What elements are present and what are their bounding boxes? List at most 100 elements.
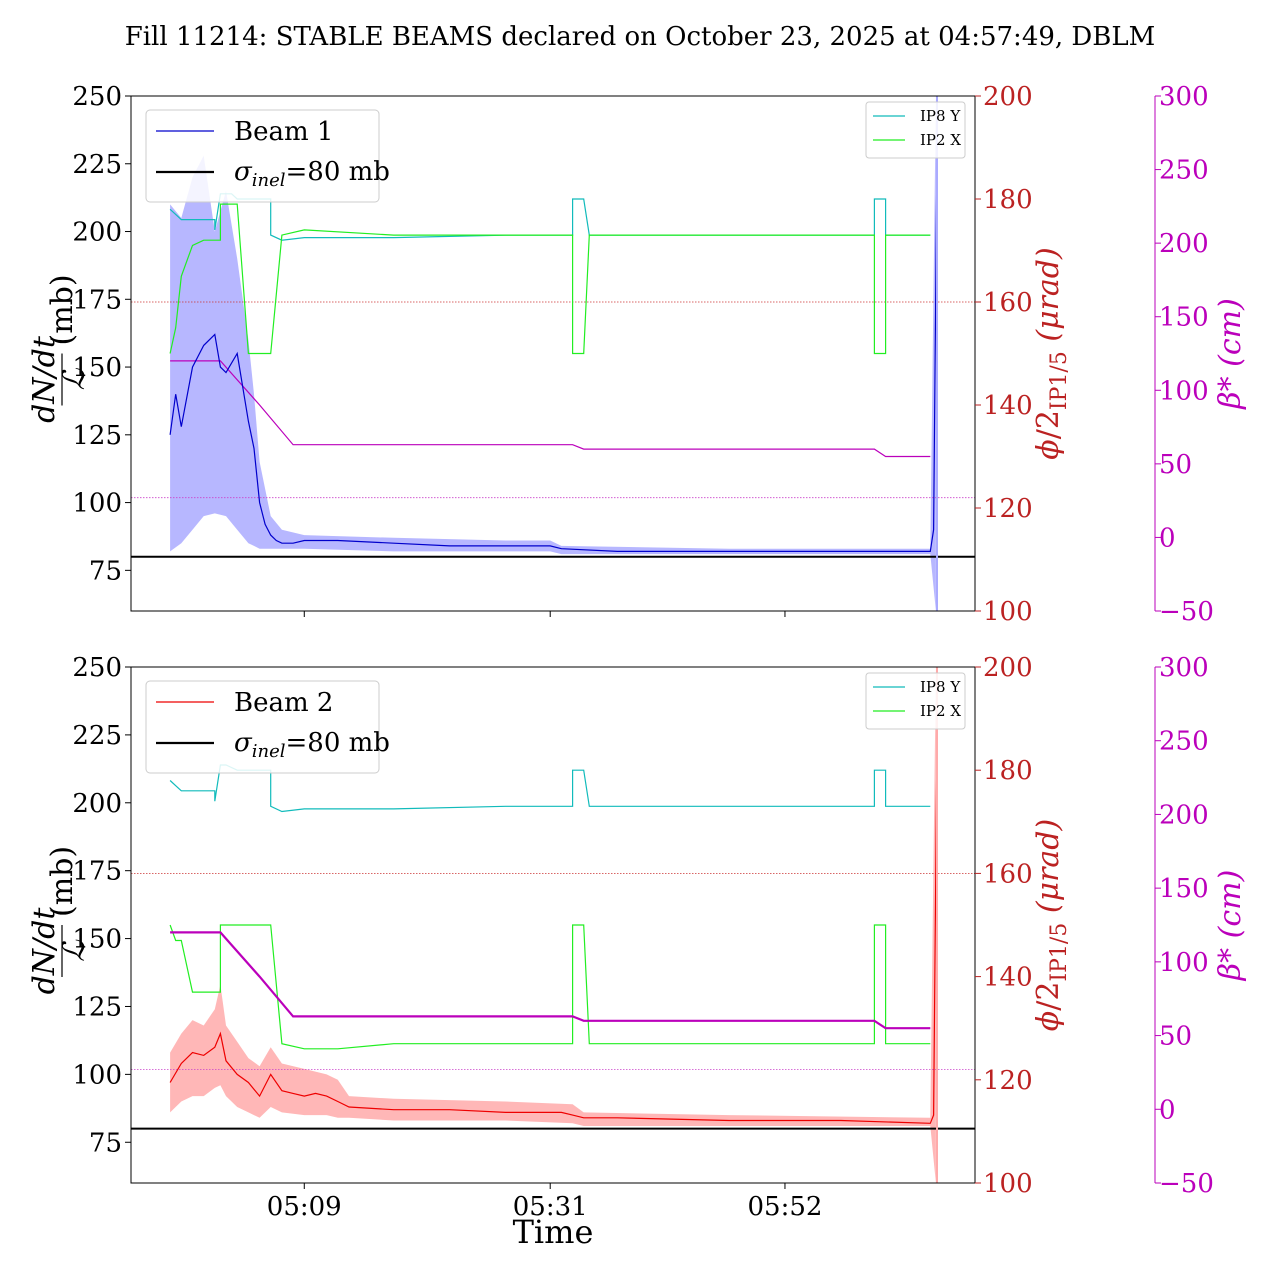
y-left-tick-label: 125: [72, 421, 122, 451]
legend-sigma-label: σinel=80 mb: [234, 728, 390, 762]
legend-ip8-label: IP8 Y: [920, 678, 961, 696]
y-left-tick-label: 200: [72, 218, 122, 248]
y-left-tick-label: 250: [72, 653, 122, 683]
y-beta-tick-label: 100: [1159, 948, 1209, 978]
y-left-label-numerator: dN/dt: [27, 907, 62, 995]
y-crossing-tick-label: 200: [983, 82, 1033, 112]
panel-bottom: 75 100 125 150 175 200 225 250 100 120 140 160 180 20…: [27, 653, 1248, 1222]
legend-beam-label: Beam 1: [234, 117, 333, 147]
y-beta-tick-label: 0: [1159, 1095, 1176, 1125]
y-beta-tick-label: 50: [1159, 1022, 1192, 1052]
y-left-tick-label: 225: [72, 150, 122, 180]
plot-area: [131, 96, 975, 611]
x-axis-label: Time: [513, 1213, 594, 1251]
y-left-tick-label: 225: [72, 721, 122, 751]
y-beta-tick-label: 200: [1159, 800, 1209, 830]
y-beta-label-text: β* (cm): [1213, 298, 1248, 410]
series-ip2-x: [169, 203, 931, 355]
y-left-tick-label: 75: [89, 556, 122, 586]
y-left-tick-label: 250: [72, 82, 122, 112]
y-crossing-label-text: ϕ/2IP1/5 (μrad): [1031, 247, 1072, 459]
y-left-tick-label: 150: [72, 925, 122, 955]
legend-sigma-subscript: inel: [252, 741, 286, 762]
y-crossing-tick-label: 160: [983, 288, 1033, 318]
y-left-tick-label: 175: [72, 857, 122, 887]
label-slash: /2: [1031, 410, 1066, 439]
y-beta-tick-label: 50: [1159, 450, 1192, 480]
legend-small: IP8 Y IP2 X: [865, 101, 966, 159]
y-left-tick-label: 175: [72, 285, 122, 315]
series-beta-star: [170, 360, 931, 458]
legend-ip2-label: IP2 X: [920, 702, 961, 720]
y-crossing-tick-label: 140: [983, 963, 1033, 993]
label-phi: ϕ: [1031, 1011, 1066, 1031]
legend-sigma-subscript: inel: [252, 170, 286, 191]
y-left-axis-label: dN/dtℒ (mb): [27, 846, 92, 994]
y-beta-tick-label: 0: [1159, 523, 1176, 553]
y-left-tick-label: 150: [72, 353, 122, 383]
y-crossing-tick-label: 180: [983, 756, 1033, 786]
y-beta-tick-label: 250: [1159, 156, 1209, 186]
y-crossing-tick-label: 120: [983, 1066, 1033, 1096]
y-left-label-unit: (mb): [45, 846, 80, 917]
y-crossing-axis-label: ϕ/2IP1/5 (μrad): [1031, 819, 1072, 1031]
y-left-tick-label: 100: [72, 489, 122, 519]
y-left-label-denominator: ℒ: [57, 367, 92, 390]
label-subscript: IP1/5: [1047, 923, 1072, 982]
legend-sigma-value: =80 mb: [286, 728, 390, 758]
legend-main-box: [145, 680, 380, 774]
plot-area: [131, 667, 975, 1183]
series-ip8-y: [169, 764, 931, 813]
y-crossing-tick-label: 100: [983, 597, 1033, 627]
plot-frame: [130, 666, 976, 1184]
legend-sigma-symbol: σ: [234, 728, 253, 758]
y-left-label-unit: (mb): [45, 274, 80, 345]
y-left-axis-label: dN/dtℒ (mb): [27, 274, 92, 422]
y-left-tick-label: 100: [72, 1060, 122, 1090]
y-beta-tick-label: 150: [1159, 303, 1209, 333]
label-unit: (μrad): [1031, 247, 1066, 351]
y-beta-tick-label: 100: [1159, 376, 1209, 406]
y-beta-tick-label: 300: [1159, 82, 1209, 112]
y-left-tick-label: 200: [72, 789, 122, 819]
legend-small: IP8 Y IP2 X: [865, 672, 966, 730]
y-beta-tick-label: 250: [1159, 727, 1209, 757]
y-beta-tick-label: 150: [1159, 874, 1209, 904]
legend-main: Beam 1 σinel=80 mb: [145, 109, 390, 203]
y-left-label-numerator: dN/dt: [27, 335, 62, 423]
figure-title: Fill 11214: STABLE BEAMS declared on Oct…: [125, 22, 1156, 52]
y-crossing-tick-label: 100: [983, 1169, 1033, 1199]
y-beta-tick-label: 300: [1159, 653, 1209, 683]
y-left-tick-label: 75: [89, 1128, 122, 1158]
panel-top: 75 100 125 150 175 200 225 250 100 120 140 160 180 20…: [27, 82, 1248, 627]
legend-ip2-label: IP2 X: [920, 131, 961, 149]
label-slash: /2: [1031, 982, 1066, 1011]
x-tick-label: 05:52: [747, 1192, 822, 1222]
label-unit: (μrad): [1031, 819, 1066, 923]
y-crossing-tick-label: 200: [983, 653, 1033, 683]
y-crossing-axis-label: ϕ/2IP1/5 (μrad): [1031, 247, 1072, 459]
y-beta-tick-label: 200: [1159, 229, 1209, 259]
series-beam-1: [169, 150, 938, 553]
y-beta-axis-label: β* (cm): [1213, 298, 1248, 410]
label-phi: ϕ: [1031, 439, 1066, 459]
y-beta-tick-label: −50: [1159, 597, 1214, 627]
x-tick-label: 05:09: [267, 1192, 342, 1222]
y-left-tick-label: 125: [72, 992, 122, 1022]
legend-main-box: [145, 109, 380, 203]
legend-sigma-label: σinel=80 mb: [234, 157, 390, 191]
y-beta-axis-label: β* (cm): [1213, 870, 1248, 982]
y-crossing-tick-label: 160: [983, 859, 1033, 889]
series-beam-2: [169, 734, 938, 1124]
legend-ip8-label: IP8 Y: [920, 107, 961, 125]
series-ip2-x: [169, 924, 931, 1050]
y-beta-tick-label: −50: [1159, 1169, 1214, 1199]
series-beta-star: [170, 931, 931, 1030]
y-crossing-tick-label: 120: [983, 494, 1033, 524]
y-crossing-label-text: ϕ/2IP1/5 (μrad): [1031, 819, 1072, 1031]
x-tick-label: 05:31: [513, 1192, 588, 1222]
y-beta-label-text: β* (cm): [1213, 870, 1248, 982]
legend-sigma-symbol: σ: [234, 157, 253, 187]
